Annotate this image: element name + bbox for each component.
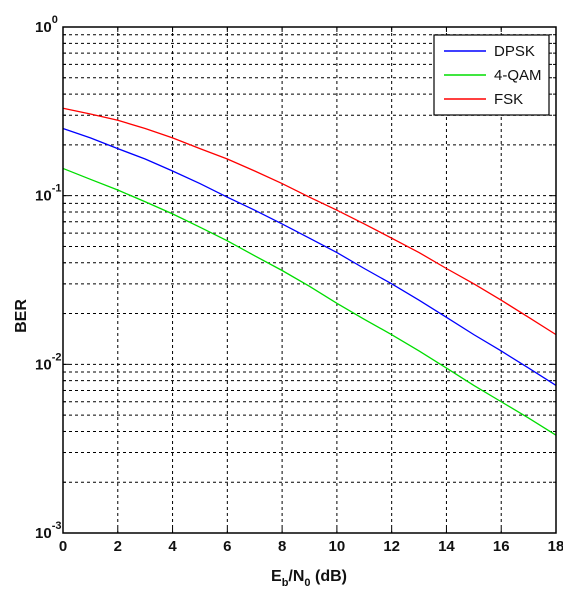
x-tick-label: 0 [59, 538, 67, 555]
x-tick-label: 8 [278, 538, 286, 555]
x-axis-label-suffix: (dB) [311, 568, 347, 585]
y-tick-label: 100 [35, 14, 58, 36]
series-line-dpsk [62, 127, 557, 386]
y-axis-ticks: 10-3 10-2 10-1 100 [35, 14, 556, 542]
x-tick-label: 12 [383, 538, 400, 555]
series-lines [62, 107, 557, 436]
x-tick-label: 16 [493, 538, 510, 555]
x-tick-label: 6 [223, 538, 231, 555]
legend-label: FSK [494, 91, 523, 108]
plot-frame [62, 26, 557, 534]
x-tick-label: 4 [168, 538, 177, 555]
x-tick-label: 18 [548, 538, 563, 555]
y-tick-label: 10-3 [35, 520, 61, 542]
y-axis-label: BER [13, 299, 30, 333]
series-line-fsk [62, 107, 557, 336]
x-tick-label: 2 [114, 538, 122, 555]
x-tick-label: 14 [438, 538, 455, 555]
x-axis-label-sub2: 0 [304, 577, 310, 589]
legend-label: DPSK [494, 43, 535, 60]
grid-lines [63, 27, 556, 533]
legend-label: 4-QAM [494, 67, 542, 84]
y-tick-label: 10-2 [35, 351, 61, 373]
series-line-4-qam [62, 167, 557, 436]
x-axis-label-base: E [271, 568, 282, 585]
x-axis-label: Eb/N0 (dB) [271, 568, 347, 589]
x-tick-label: 10 [329, 538, 346, 555]
x-axis-label-mid: /N [288, 568, 304, 585]
y-tick-label: 10-1 [35, 183, 61, 205]
x-axis-label-sub1: b [282, 577, 289, 589]
x-axis-ticks: 0 2 4 6 8 10 12 14 16 18 [59, 27, 563, 555]
legend: DPSK 4-QAM FSK [433, 34, 550, 116]
